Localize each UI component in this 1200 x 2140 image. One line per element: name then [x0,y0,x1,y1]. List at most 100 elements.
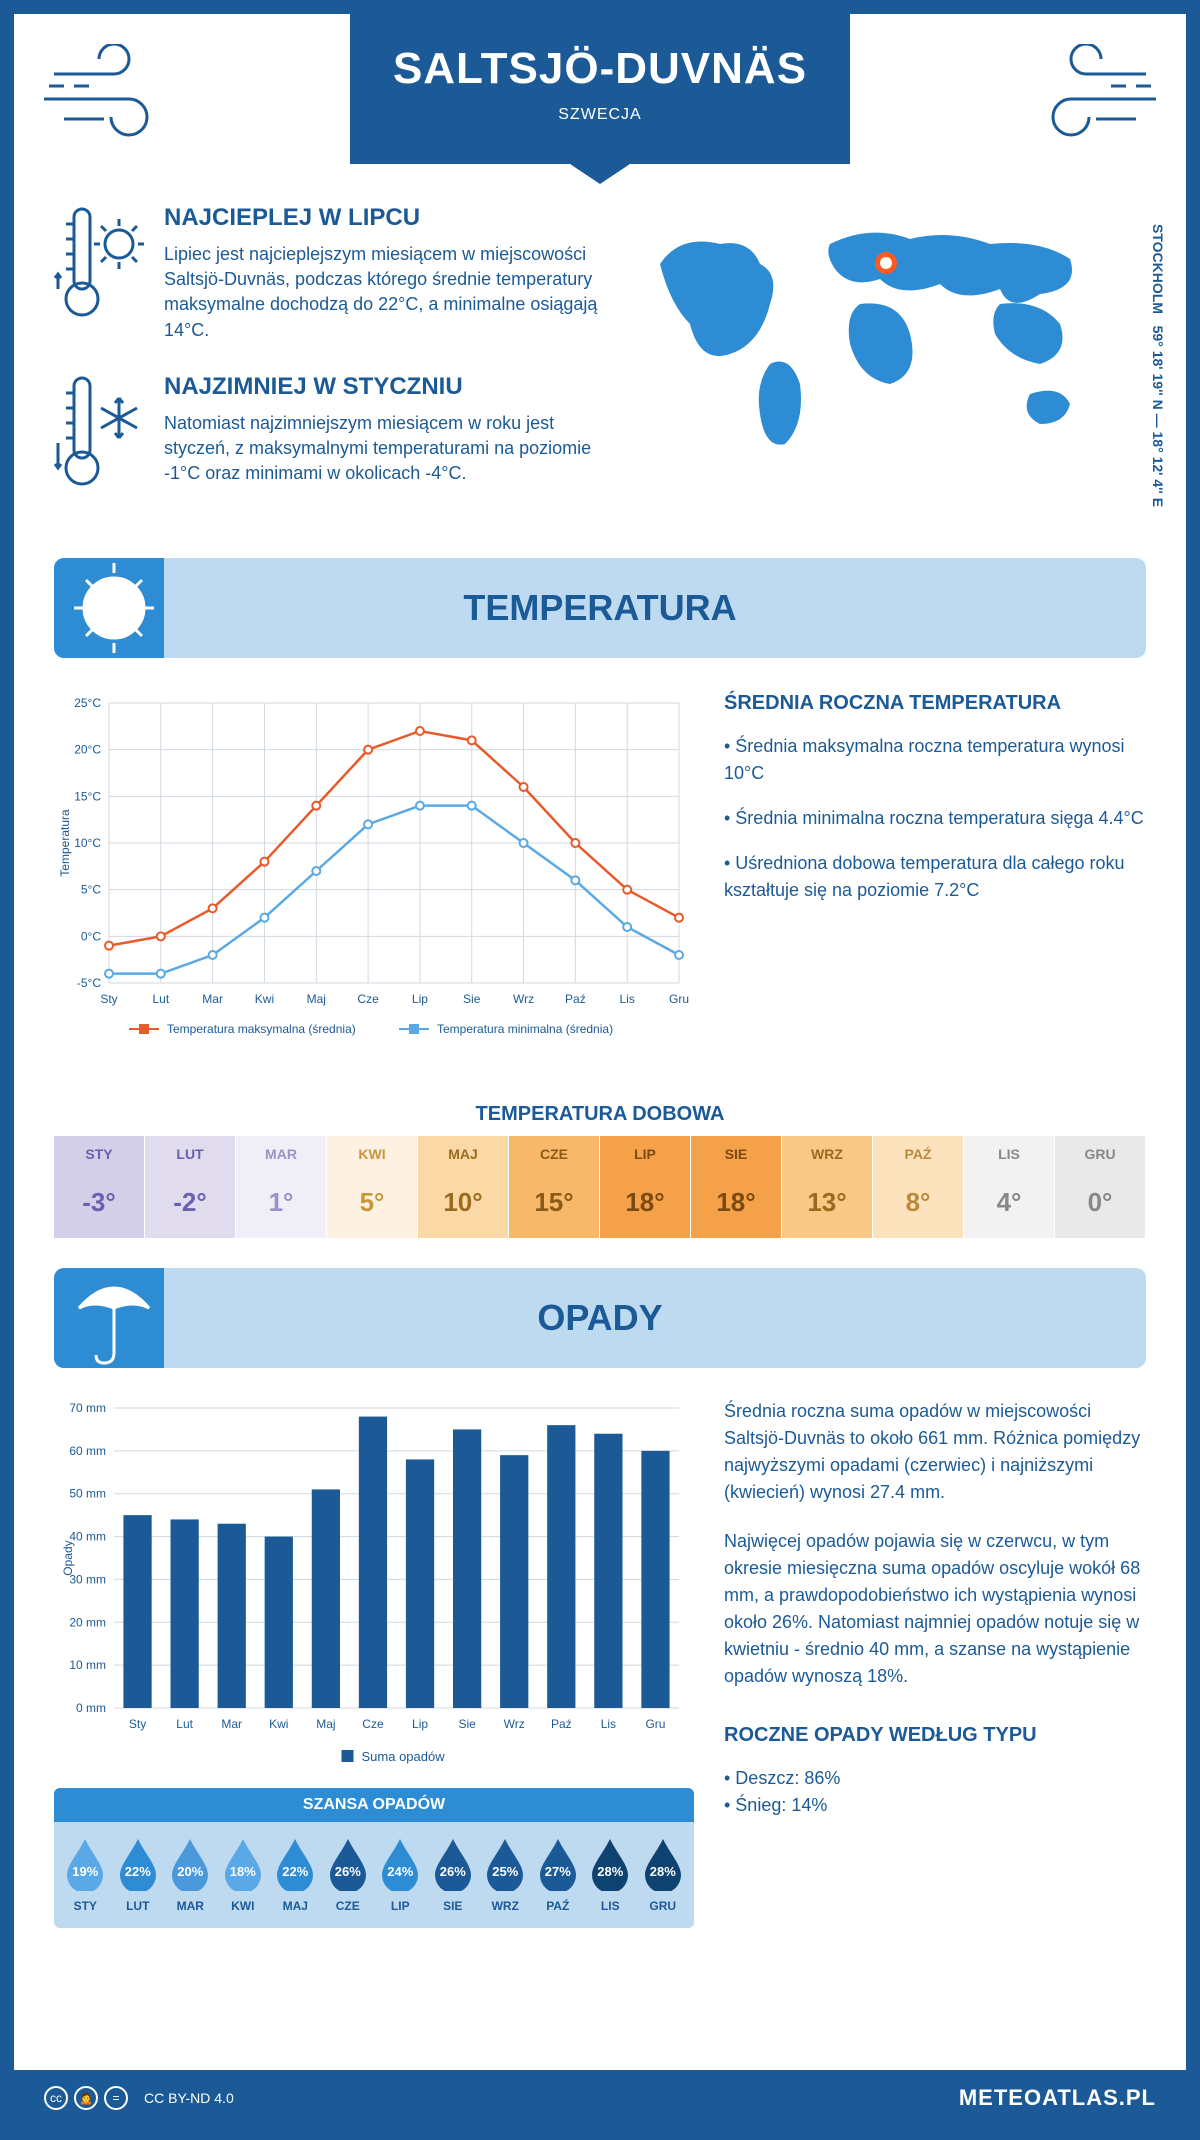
svg-text:Opady: Opady [61,1540,75,1575]
cold-body: Natomiast najzimniejszym miesiącem w rok… [164,411,610,487]
svg-text:Mar: Mar [221,1717,242,1731]
svg-text:Kwi: Kwi [255,992,274,1006]
svg-text:Lut: Lut [176,1717,193,1731]
cold-heading: NAJZIMNIEJ W STYCZNIU [164,373,610,401]
svg-text:Gru: Gru [669,992,689,1006]
svg-text:Cze: Cze [357,992,379,1006]
temp-bullet: • Uśredniona dobowa temperatura dla całe… [724,850,1146,904]
wind-icon [44,44,174,149]
chance-drop: 19% STY [61,1837,109,1913]
temp-cell: CZE15° [509,1136,600,1238]
svg-text:0°C: 0°C [81,929,101,943]
chance-drop: 28% LIS [586,1837,634,1913]
svg-text:Temperatura: Temperatura [58,809,72,877]
temp-cell: WRZ13° [782,1136,873,1238]
temp-cell: KWI5° [327,1136,418,1238]
svg-text:Maj: Maj [307,992,326,1006]
svg-text:Lis: Lis [620,992,635,1006]
precip-chance-panel: SZANSA OPADÓW 19% STY 22% LUT 20% MAR 18… [54,1788,694,1928]
svg-text:Sie: Sie [458,1717,476,1731]
svg-text:Sie: Sie [463,992,481,1006]
svg-text:Temperatura minimalna (średnia: Temperatura minimalna (średnia) [437,1022,613,1036]
svg-text:Lip: Lip [412,1717,428,1731]
chance-drop: 22% MAJ [271,1837,319,1913]
precip-type-bullet: • Deszcz: 86% [724,1765,1146,1792]
svg-text:10 mm: 10 mm [69,1658,106,1672]
svg-text:Gru: Gru [645,1717,665,1731]
license-text: CC BY-ND 4.0 [144,2090,234,2106]
precip-bar-chart: 0 mm10 mm20 mm30 mm40 mm50 mm60 mm70 mmS… [54,1398,694,1778]
temp-cell: LIS4° [964,1136,1055,1238]
warm-heading: NAJCIEPLEJ W LIPCU [164,204,610,232]
by-icon: 🙍 [74,2086,98,2110]
wind-icon [1026,44,1156,149]
temp-cell: PAŹ8° [873,1136,964,1238]
temp-cell: SIE18° [691,1136,782,1238]
svg-text:25°C: 25°C [74,696,101,710]
umbrella-icon [64,1258,164,1373]
temperature-header: TEMPERATURA [54,558,1146,658]
cc-icon: cc [44,2086,68,2110]
svg-text:5°C: 5°C [81,882,101,896]
site-name: METEOATLAS.PL [959,2085,1156,2111]
svg-text:10°C: 10°C [74,836,101,850]
chance-drop: 18% KWI [219,1837,267,1913]
svg-text:Sty: Sty [129,1717,146,1731]
svg-text:Lis: Lis [601,1717,616,1731]
svg-text:Wrz: Wrz [504,1717,525,1731]
svg-text:Maj: Maj [316,1717,335,1731]
svg-text:Cze: Cze [362,1717,384,1731]
warm-body: Lipiec jest najcieplejszym miesiącem w m… [164,242,610,343]
temp-summary-heading: ŚREDNIA ROCZNA TEMPERATURA [724,688,1146,718]
world-map [640,204,1146,469]
page-title: SALTSJÖ-DUVNÄS [350,44,850,94]
sun-icon [64,548,164,663]
svg-text:60 mm: 60 mm [69,1444,106,1458]
precip-header: OPADY [54,1268,1146,1368]
svg-text:Wrz: Wrz [513,992,534,1006]
chance-drop: 20% MAR [166,1837,214,1913]
chance-drop: 22% LUT [114,1837,162,1913]
svg-text:Lip: Lip [412,992,428,1006]
svg-text:20 mm: 20 mm [69,1615,106,1629]
temperature-line-chart: -5°C0°C5°C10°C15°C20°C25°CStyLutMarKwiMa… [54,688,694,1053]
svg-text:-5°C: -5°C [77,976,101,990]
coords-label: STOCKHOLM 59° 18' 19'' N — 18° 12' 4'' E [1150,224,1166,507]
temp-bullet: • Średnia minimalna roczna temperatura s… [724,805,1146,832]
temp-cell: GRU0° [1055,1136,1146,1238]
svg-text:15°C: 15°C [74,789,101,803]
chance-drop: 25% WRZ [481,1837,529,1913]
svg-text:Temperatura maksymalna (średni: Temperatura maksymalna (średnia) [167,1022,356,1036]
page-subtitle: SZWECJA [350,106,850,124]
thermometer-sun-icon [54,204,144,343]
svg-text:Suma opadów: Suma opadów [362,1749,446,1764]
thermometer-snow-icon [54,373,144,498]
daily-temp-heading: TEMPERATURA DOBOWA [14,1103,1186,1126]
chance-drop: 26% SIE [429,1837,477,1913]
svg-text:Kwi: Kwi [269,1717,288,1731]
chance-drop: 28% GRU [639,1837,687,1913]
footer: cc 🙍 = CC BY-ND 4.0 METEOATLAS.PL [14,2070,1186,2126]
temp-cell: MAR1° [236,1136,327,1238]
chance-drop: 26% CZE [324,1837,372,1913]
svg-text:70 mm: 70 mm [69,1401,106,1415]
svg-text:Paź: Paź [565,992,586,1006]
svg-text:Sty: Sty [100,992,117,1006]
temp-cell: MAJ10° [418,1136,509,1238]
nd-icon: = [104,2086,128,2110]
temp-cell: LUT-2° [145,1136,236,1238]
chance-drop: 27% PAŹ [534,1837,582,1913]
chance-drop: 24% LIP [376,1837,424,1913]
precip-type-heading: ROCZNE OPADY WEDŁUG TYPU [724,1720,1146,1750]
daily-temp-table: STY-3° LUT-2° MAR1° KWI5° MAJ10° CZE15° … [54,1136,1146,1238]
svg-text:50 mm: 50 mm [69,1486,106,1500]
precip-type-bullet: • Śnieg: 14% [724,1792,1146,1819]
header-banner: SALTSJÖ-DUVNÄS SZWECJA [350,14,850,164]
svg-text:20°C: 20°C [74,742,101,756]
temp-cell: STY-3° [54,1136,145,1238]
precip-summary: Najwięcej opadów pojawia się w czerwcu, … [724,1528,1146,1690]
svg-text:Lut: Lut [152,992,169,1006]
temp-bullet: • Średnia maksymalna roczna temperatura … [724,733,1146,787]
svg-text:0 mm: 0 mm [76,1701,106,1715]
temp-cell: LIP18° [600,1136,691,1238]
